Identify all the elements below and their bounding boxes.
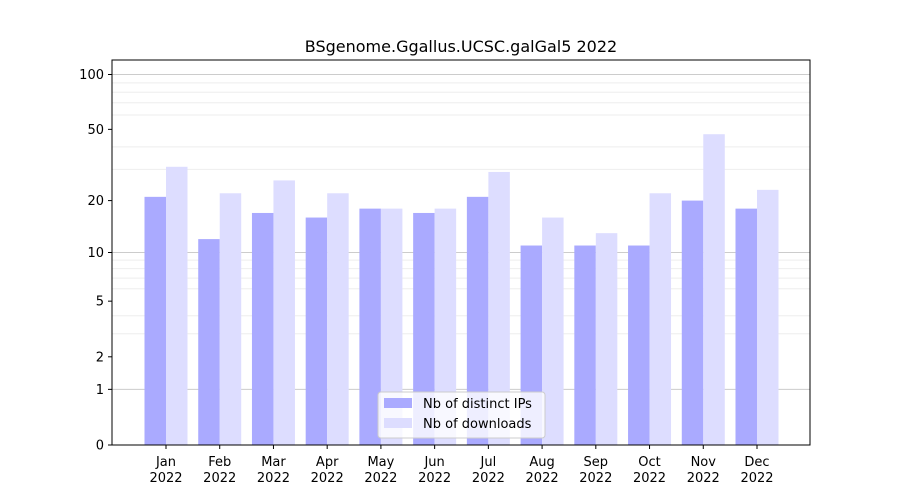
bar-downloads bbox=[488, 171, 510, 445]
bar-downloads bbox=[380, 208, 403, 445]
legend-box bbox=[377, 391, 546, 439]
bar-distinct-ips bbox=[198, 239, 220, 445]
x-tick-label: Oct 2022 bbox=[633, 455, 666, 486]
bar-downloads bbox=[757, 189, 779, 445]
bar-distinct-ips bbox=[413, 212, 435, 445]
x-tick-label: Sep 2022 bbox=[579, 455, 612, 486]
bar-downloads bbox=[166, 166, 188, 446]
bar-distinct-ips bbox=[251, 212, 274, 445]
bar-downloads bbox=[273, 180, 295, 446]
x-tick-label: Jul 2022 bbox=[472, 455, 505, 486]
y-tick-label: 2 bbox=[96, 350, 104, 365]
x-tick-label: Jun 2022 bbox=[418, 455, 451, 486]
x-tick-label: Dec 2022 bbox=[740, 455, 773, 486]
y-tick-label: 50 bbox=[87, 123, 104, 138]
x-tick-label: Nov 2022 bbox=[687, 455, 720, 486]
bar-downloads bbox=[703, 134, 725, 445]
bar-distinct-ips bbox=[359, 208, 381, 445]
legend-label: Nb of distinct IPs bbox=[423, 397, 532, 412]
y-tick-label: 20 bbox=[87, 194, 104, 209]
bars bbox=[144, 134, 779, 446]
y-axis: 0 1 2 5 10 20 50 100 bbox=[79, 68, 112, 454]
y-tick-label: 10 bbox=[87, 246, 104, 261]
bar-downloads bbox=[327, 193, 349, 445]
bar-downloads bbox=[595, 233, 618, 445]
x-tick-label: Apr 2022 bbox=[311, 455, 344, 486]
x-tick-label: Jan 2022 bbox=[149, 455, 182, 486]
bar-downloads bbox=[219, 193, 242, 445]
bar-distinct-ips bbox=[305, 217, 328, 445]
bar-distinct-ips bbox=[574, 245, 596, 445]
bar-distinct-ips bbox=[144, 196, 166, 445]
legend-swatch bbox=[384, 418, 412, 428]
legend-label: Nb of downloads bbox=[423, 417, 532, 432]
x-axis: Jan 2022 Feb 2022 Mar 2022 Apr 2022 May 2022 Jun 20… bbox=[149, 445, 774, 486]
bar-distinct-ips bbox=[628, 245, 650, 445]
chart-title: BSgenome.Ggallus.UCSC.galGal5 2022 bbox=[305, 37, 617, 56]
y-tick-label: 1 bbox=[96, 383, 104, 398]
x-tick-label: Aug 2022 bbox=[526, 455, 559, 486]
x-tick-label: Mar 2022 bbox=[257, 455, 290, 486]
bar-downloads bbox=[542, 217, 564, 445]
y-tick-label: 100 bbox=[79, 68, 104, 83]
x-tick-label: May 2022 bbox=[364, 455, 397, 486]
y-tick-label: 0 bbox=[96, 439, 104, 454]
bar-downloads bbox=[649, 193, 672, 445]
bar-distinct-ips bbox=[466, 196, 489, 445]
bar-distinct-ips bbox=[735, 208, 757, 445]
y-tick-label: 5 bbox=[96, 295, 104, 310]
bar-distinct-ips bbox=[681, 200, 704, 445]
legend-swatch bbox=[384, 398, 412, 408]
legend: Nb of distinct IPs Nb of downloads bbox=[377, 391, 546, 439]
bar-downloads bbox=[434, 208, 457, 445]
x-tick-label: Feb 2022 bbox=[203, 455, 236, 486]
